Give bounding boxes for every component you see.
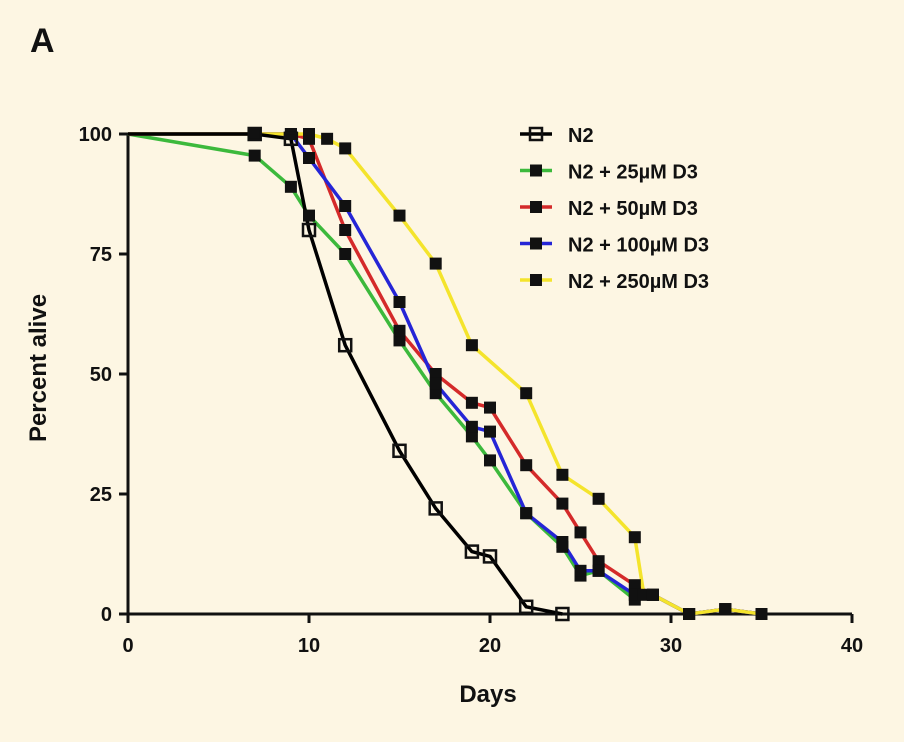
- data-point: [628, 579, 641, 592]
- data-point: [520, 387, 533, 400]
- data-point: [303, 152, 315, 164]
- y-tick-label: 100: [79, 124, 112, 146]
- data-point: [484, 425, 496, 438]
- data-point: [339, 200, 352, 212]
- data-point: [719, 603, 732, 616]
- data-point: [393, 334, 406, 347]
- y-tick-label: 50: [90, 364, 112, 386]
- data-point-open: [518, 599, 534, 615]
- legend-label-3: N2 + 100µM D3: [568, 235, 709, 257]
- axes: 0 10 20 30 40 0 25 50 75 100 Days Percent alive: [25, 124, 863, 708]
- data-point: [556, 468, 569, 481]
- legend-marker: [530, 201, 542, 213]
- data-point: [465, 420, 478, 433]
- data-point: [592, 492, 605, 505]
- data-point: [592, 564, 605, 577]
- data-point: [393, 209, 406, 222]
- data-point: [465, 339, 478, 352]
- x-tick-label: 40: [841, 635, 863, 657]
- data-point: [755, 608, 768, 620]
- data-point: [646, 588, 659, 601]
- data-point: [628, 588, 641, 601]
- data-point: [574, 564, 587, 577]
- data-point: [339, 248, 352, 260]
- data-point: [429, 257, 442, 270]
- data-point: [574, 526, 587, 539]
- data-point-open: [428, 501, 443, 516]
- data-point-open: [482, 549, 498, 564]
- legend: N2 N2 + 25µM D3 N2 + 50µM D3 N2 + 100µM D3 N…: [520, 125, 709, 293]
- y-tick-label: 0: [101, 604, 112, 626]
- legend-label-4: N2 + 250µM D3: [568, 271, 709, 293]
- x-tick-label: 20: [479, 635, 501, 657]
- y-tick-label: 75: [90, 244, 112, 266]
- data-point: [303, 128, 315, 140]
- data-point: [637, 588, 650, 601]
- data-point: [429, 387, 442, 400]
- data-point: [556, 497, 569, 510]
- series-markers: [247, 126, 768, 622]
- data-point: [520, 459, 533, 472]
- data-point-open: [337, 337, 353, 353]
- data-point: [303, 209, 315, 222]
- legend-marker: [530, 274, 542, 286]
- data-point: [393, 296, 406, 308]
- data-point: [393, 324, 406, 337]
- legend-label-2: N2 + 50µM D3: [568, 198, 698, 220]
- panel-label: A: [30, 22, 55, 60]
- legend-label-0: N2: [568, 125, 594, 147]
- legend-label-1: N2 + 25µM D3: [568, 162, 698, 184]
- data-point: [556, 536, 569, 548]
- series-line-4: [128, 132, 563, 616]
- data-point: [592, 555, 605, 568]
- data-point: [465, 396, 478, 409]
- x-tick-label: 0: [122, 635, 133, 657]
- data-point-open: [464, 544, 480, 559]
- data-point: [429, 377, 442, 390]
- data-point: [484, 401, 496, 414]
- data-point-open: [392, 443, 407, 459]
- data-point-open: [247, 126, 262, 142]
- data-point: [248, 128, 261, 140]
- data-point-open: [283, 131, 299, 147]
- data-point: [628, 531, 641, 544]
- data-point: [284, 180, 297, 193]
- data-point-open: [301, 222, 317, 238]
- legend-marker: [530, 164, 542, 177]
- data-point: [484, 454, 496, 467]
- y-tick-label: 25: [90, 484, 112, 506]
- data-point: [429, 368, 442, 380]
- data-point-open: [555, 606, 570, 622]
- data-point: [321, 132, 334, 145]
- y-axis-title: Percent alive: [25, 294, 52, 442]
- x-axis-title: Days: [459, 681, 516, 708]
- x-tick-label: 30: [660, 635, 682, 657]
- data-point: [339, 142, 352, 155]
- legend-marker: [530, 237, 542, 250]
- data-point: [520, 507, 533, 520]
- legend-marker-open: [528, 126, 544, 142]
- data-point: [339, 224, 352, 236]
- x-tick-label: 10: [298, 635, 320, 657]
- data-point: [683, 608, 696, 620]
- data-point: [465, 430, 478, 443]
- data-point: [248, 149, 261, 162]
